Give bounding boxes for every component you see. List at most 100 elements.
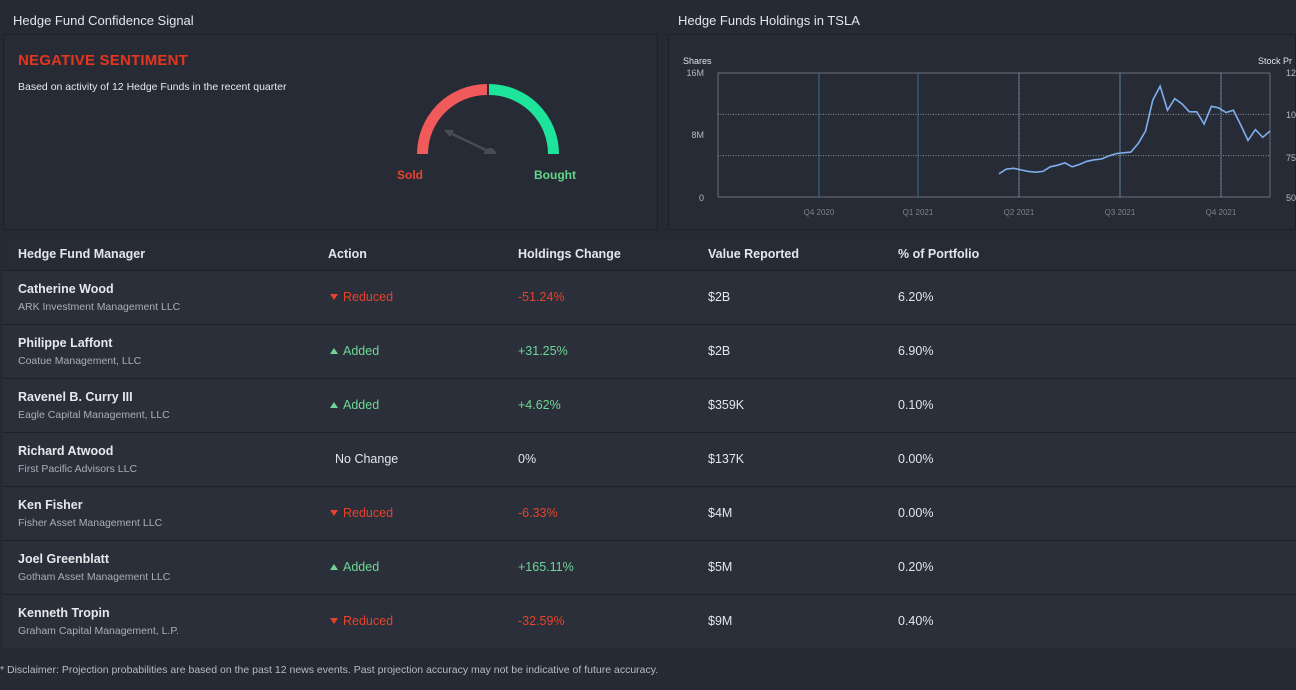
portfolio-percent: 6.20% [898,290,934,304]
plot-frame [717,72,1271,198]
table-row[interactable]: Catherine Wood ARK Investment Management… [3,270,1296,324]
value-reported: $4M [708,506,733,520]
y2-tick-label: 10 [1286,110,1296,120]
firm-name: Graham Capital Management, L.P. [18,625,179,637]
action-cell: Added [330,560,379,574]
action-cell: Added [330,344,379,358]
manager-name[interactable]: Catherine Wood [18,282,114,296]
value-reported: $359K [708,398,745,412]
table-header: Hedge Fund Manager Action Holdings Chang… [3,238,1296,270]
sentiment-subtitle: Based on activity of 12 Hedge Funds in t… [18,81,287,93]
x-tick-label: Q4 2020 [804,208,835,217]
action-label: Reduced [343,614,394,628]
table-row[interactable]: Joel Greenblatt Gotham Asset Management … [3,540,1296,594]
x-tick-label: Q3 2021 [1105,208,1136,217]
header-manager: Hedge Fund Manager [18,247,146,261]
chart-ticks: Q4 2020 Q1 2021 Q2 2021 Q3 2021 Q4 2021 16M 8M… [686,68,1296,217]
y-tick-label: 8M [691,130,704,140]
y-tick-label: 16M [686,68,704,78]
up-arrow-icon [330,564,338,570]
action-cell: Reduced [330,290,393,304]
confidence-panel: NEGATIVE SENTIMENT Based on activity of … [3,34,658,230]
chart-grid [717,72,1271,198]
holdings-panel: Shares Stock Pr Q4 2020 Q1 2021 Q2 2021 Q3 … [668,34,1296,230]
firm-name: ARK Investment Management LLC [18,301,181,313]
holdings-change: +31.25% [518,344,568,358]
firm-name: Eagle Capital Management, LLC [18,409,170,421]
y-axis-label: Shares [683,56,712,66]
header-value: Value Reported [708,247,799,261]
action-cell: Added [330,398,379,412]
manager-name[interactable]: Joel Greenblatt [18,552,109,566]
y2-tick-label: 12 [1286,68,1296,78]
gauge-sold-label: Sold [397,168,423,182]
firm-name: Gotham Asset Management LLC [18,571,171,583]
action-label: Reduced [343,506,394,520]
table-row[interactable]: Philippe Laffont Coatue Management, LLC … [3,324,1296,378]
table-row[interactable]: Ken Fisher Fisher Asset Management LLC R… [3,486,1296,540]
sentiment-gauge [417,84,559,154]
x-tick-label: Q1 2021 [903,208,934,217]
gauge-sold-arc [417,84,487,154]
firm-name: First Pacific Advisors LLC [18,463,138,475]
manager-name[interactable]: Ken Fisher [18,498,83,512]
holdings-line [998,84,1271,175]
firm-name: Fisher Asset Management LLC [18,517,163,529]
action-label: Added [343,560,380,574]
header-action: Action [328,247,367,261]
holdings-change: -51.24% [518,290,565,304]
value-reported: $137K [708,452,745,466]
down-arrow-icon [330,510,338,516]
header-portfolio: % of Portfolio [898,247,980,261]
manager-name[interactable]: Ravenel B. Curry III [18,390,133,404]
holdings-change: -32.59% [518,614,565,628]
manager-name[interactable]: Philippe Laffont [18,336,113,350]
y2-axis-label: Stock Pr [1258,56,1292,66]
gauge-bought-arc [489,84,559,154]
value-reported: $2B [708,290,731,304]
disclaimer-text: * Disclaimer: Projection probabilities a… [0,664,659,676]
up-arrow-icon [330,348,338,354]
value-reported: $2B [708,344,731,358]
action-cell: Reduced [330,506,393,520]
table-row[interactable]: Ravenel B. Curry III Eagle Capital Manag… [3,378,1296,432]
portfolio-percent: 0.00% [898,452,934,466]
portfolio-percent: 0.10% [898,398,934,412]
y2-tick-label: 75 [1286,153,1296,163]
portfolio-percent: 0.20% [898,560,934,574]
x-tick-label: Q4 2021 [1206,208,1237,217]
portfolio-percent: 6.90% [898,344,934,358]
y-tick-label: 0 [699,193,704,203]
y2-tick-label: 50 [1286,193,1296,203]
down-arrow-icon [330,294,338,300]
table-row[interactable]: Richard Atwood First Pacific Advisors LL… [3,432,1296,486]
header-change: Holdings Change [518,247,621,261]
portfolio-percent: 0.40% [898,614,934,628]
action-cell: No Change [335,452,398,466]
holdings-change: -6.33% [518,506,558,520]
action-label: Added [343,398,380,412]
holdings-chart: Shares Stock Pr Q4 2020 Q1 2021 Q2 2021 Q3 … [683,56,1296,217]
down-arrow-icon [330,618,338,624]
holdings-change: 0% [518,452,537,466]
holdings-change: +4.62% [518,398,561,412]
action-label: Added [343,344,380,358]
holdings-panel-title: Hedge Funds Holdings in TSLA [668,3,1296,37]
portfolio-percent: 0.00% [898,506,934,520]
gauge-bought-label: Bought [534,168,576,182]
manager-name[interactable]: Richard Atwood [18,444,114,458]
value-reported: $5M [708,560,733,574]
gauge-hub [484,148,496,154]
gauge-needle [445,129,491,154]
manager-name[interactable]: Kenneth Tropin [18,606,110,620]
table-row[interactable]: Kenneth Tropin Graham Capital Management… [3,594,1296,648]
firm-name: Coatue Management, LLC [18,355,142,367]
action-label: Reduced [343,290,394,304]
holdings-change: +165.11% [518,560,574,574]
gauge-needle-tip [444,130,454,137]
sentiment-label: NEGATIVE SENTIMENT [18,52,188,69]
action-cell: Reduced [330,614,393,628]
x-tick-label: Q2 2021 [1004,208,1035,217]
value-reported: $9M [708,614,733,628]
up-arrow-icon [330,402,338,408]
